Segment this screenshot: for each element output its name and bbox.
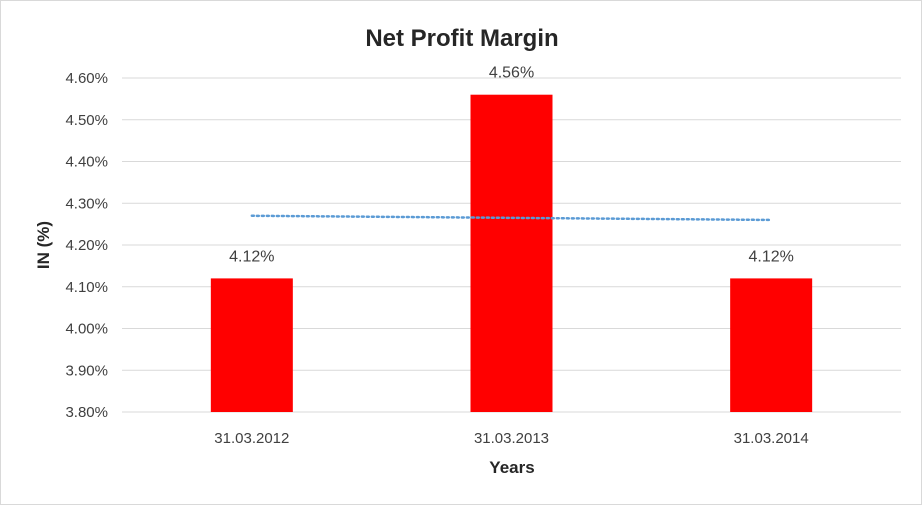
y-tick-label: 3.80%	[65, 404, 108, 421]
bar-31.03.2012	[210, 278, 293, 412]
y-tick-label: 4.60%	[65, 70, 108, 87]
trendline-group	[250, 214, 773, 222]
bars	[210, 94, 813, 412]
data-label: 4.12%	[229, 248, 274, 265]
data-labels: 4.12% 4.56% 4.12%	[229, 65, 794, 266]
y-tick-label: 4.50%	[65, 112, 108, 129]
y-tick-label: 4.30%	[65, 195, 108, 212]
y-tick-label: 4.00%	[65, 321, 108, 338]
data-label: 4.12%	[748, 248, 793, 265]
x-axis-ticks: 31.03.2012 31.03.2013 31.03.2014	[214, 430, 808, 447]
chart-title: Net Profit Margin	[365, 25, 558, 52]
trendline	[250, 214, 773, 222]
bar-31.03.2013	[470, 94, 553, 412]
x-tick-label: 31.03.2012	[214, 430, 289, 447]
y-axis-title: IN (%)	[34, 221, 53, 269]
y-axis-ticks: 3.80% 3.90% 4.00% 4.10% 4.20% 4.30% 4.40% 4.50%…	[65, 70, 108, 421]
x-axis-title: Years	[489, 458, 534, 477]
y-tick-label: 4.40%	[65, 154, 108, 171]
x-tick-label: 31.03.2013	[474, 430, 549, 447]
y-tick-label: 4.20%	[65, 237, 108, 254]
y-tick-label: 3.90%	[65, 362, 108, 379]
y-tick-label: 4.10%	[65, 279, 108, 296]
bar-31.03.2014	[730, 278, 813, 412]
x-tick-label: 31.03.2014	[734, 430, 809, 447]
data-label: 4.56%	[489, 65, 534, 82]
